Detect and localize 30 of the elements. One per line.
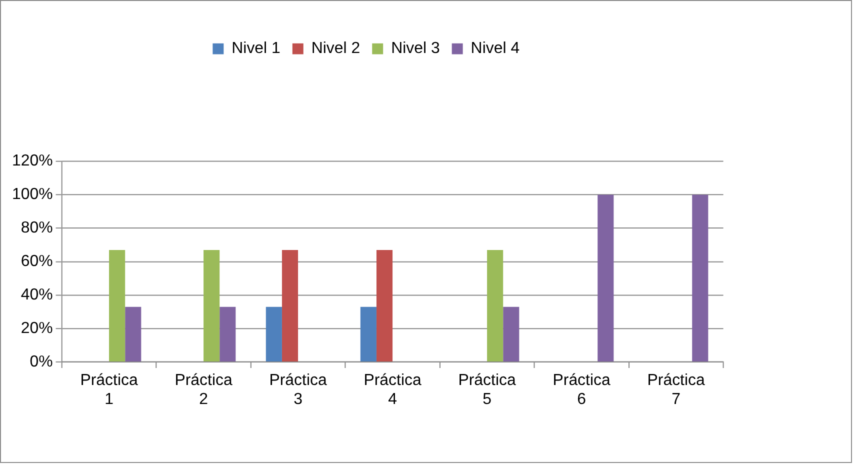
bar xyxy=(487,250,504,362)
bar xyxy=(282,250,298,362)
x-tick-label: Práctica 5 xyxy=(458,372,516,408)
bar xyxy=(376,250,393,362)
legend-label: Nivel 1 xyxy=(232,40,281,58)
y-tick-label: 80% xyxy=(20,220,53,237)
bar xyxy=(360,306,376,362)
x-tick-label: Práctica 1 xyxy=(80,372,138,408)
bar xyxy=(220,306,236,362)
bar xyxy=(692,194,708,362)
bar xyxy=(598,194,614,362)
legend-label: Nivel 4 xyxy=(470,40,520,58)
bar xyxy=(204,250,220,362)
bar xyxy=(125,306,142,362)
bar xyxy=(109,250,126,362)
legend-label: Nivel 3 xyxy=(391,40,440,58)
x-tick-label: Práctica 6 xyxy=(552,372,610,408)
y-tick-label: 120% xyxy=(12,152,53,170)
bar xyxy=(503,306,520,362)
y-tick-label: 20% xyxy=(20,320,53,337)
x-tick-label: Práctica 3 xyxy=(269,372,327,408)
legend-label: Nivel 2 xyxy=(311,40,360,58)
y-tick-label: 60% xyxy=(20,253,53,270)
y-tick-label: 40% xyxy=(20,286,53,304)
x-tick-label: Práctica 7 xyxy=(647,372,705,408)
y-tick-label: 100% xyxy=(12,186,53,204)
y-tick-label: 0% xyxy=(30,353,53,370)
x-tick-label: Práctica 2 xyxy=(174,372,232,408)
bar xyxy=(266,306,282,362)
x-tick-label: Práctica 4 xyxy=(364,372,422,408)
